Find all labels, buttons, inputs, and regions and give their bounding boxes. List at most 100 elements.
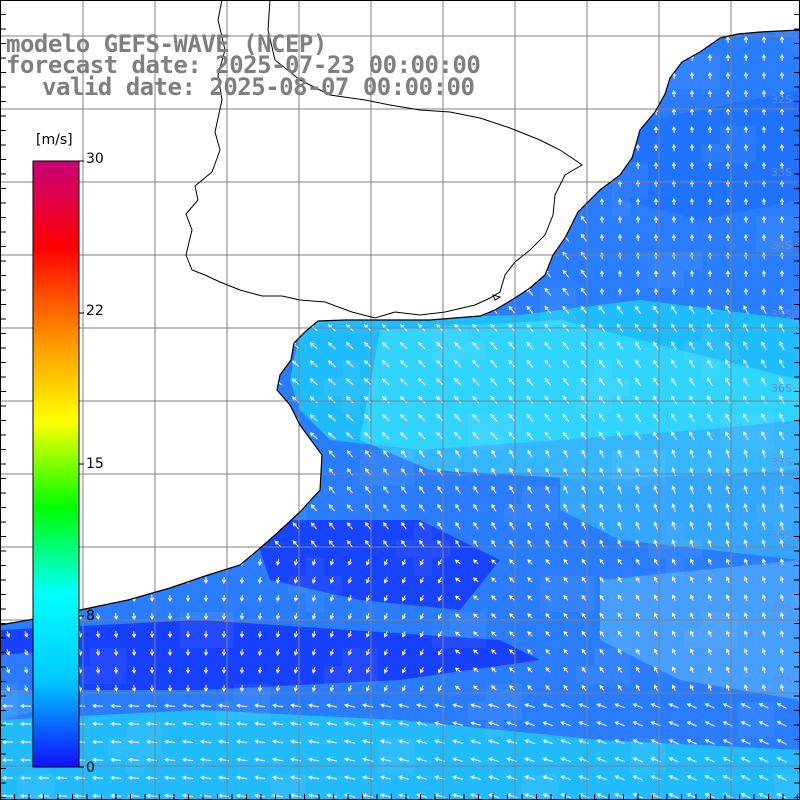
wind-arrow — [436, 252, 444, 260]
wind-arrow — [93, 415, 103, 421]
coastline-main — [0, 29, 800, 626]
wind-arrow — [272, 703, 283, 708]
wind-arrow — [470, 721, 481, 726]
wind-arrow — [544, 377, 552, 386]
wind-arrow — [562, 359, 570, 368]
wind-arrow — [488, 703, 499, 708]
wind-arrow — [776, 775, 787, 781]
wind-arrow — [725, 431, 731, 441]
wind-arrow — [473, 503, 479, 512]
wind-arrow — [686, 757, 697, 763]
wind-arrow — [653, 521, 658, 530]
wind-arrow — [707, 395, 713, 405]
wind-arrow — [310, 450, 317, 458]
wind-arrow — [384, 613, 388, 620]
wind-arrow — [779, 161, 785, 170]
wind-arrow — [111, 397, 121, 403]
wind-arrow — [21, 379, 31, 385]
wind-arrow — [402, 595, 406, 602]
wind-arrow — [129, 415, 139, 421]
wind-arrow — [725, 521, 730, 530]
wind-arrow — [707, 53, 713, 62]
wind-arrow — [634, 431, 642, 440]
wind-arrow — [758, 757, 769, 763]
wind-arrow — [21, 289, 31, 295]
wind-arrow — [599, 143, 605, 152]
wind-arrow — [203, 666, 209, 675]
wind-arrow — [491, 667, 497, 673]
wind-arrow — [237, 342, 246, 350]
wind-arrow — [580, 287, 588, 296]
wind-arrow — [708, 666, 712, 673]
colorbar-tick-22: 22 — [86, 303, 104, 319]
wind-arrow — [779, 594, 784, 602]
wind-arrow — [454, 143, 462, 152]
wind-arrow — [21, 271, 31, 277]
wind-arrow — [598, 431, 606, 440]
wind-arrow — [165, 378, 174, 385]
wind-arrow — [437, 667, 442, 674]
wind-arrow — [91, 721, 104, 727]
wind-arrow — [524, 775, 535, 781]
wind-arrow — [327, 288, 336, 296]
wind-arrow — [347, 595, 352, 602]
wind-arrow — [452, 775, 463, 780]
wind-arrow — [542, 757, 553, 763]
wind-arrow — [131, 558, 137, 567]
wind-arrow — [758, 793, 769, 799]
wind-arrow — [93, 397, 103, 403]
wind-arrow — [454, 341, 462, 350]
wind-arrow — [255, 198, 264, 206]
wind-arrow — [599, 35, 605, 44]
wind-arrow — [418, 234, 426, 242]
wind-arrow — [761, 395, 767, 405]
wind-arrow — [580, 305, 588, 314]
wind-arrow — [398, 739, 410, 744]
wind-arrow — [563, 558, 569, 565]
wind-arrow — [309, 360, 318, 368]
wind-arrow — [275, 594, 281, 602]
wind-arrow — [201, 396, 210, 404]
wind-arrow — [201, 288, 210, 296]
wind-arrow — [599, 197, 605, 206]
wind-arrow — [580, 395, 588, 404]
wind-arrow — [562, 161, 570, 170]
latitude-label: 40S — [771, 674, 792, 687]
wind-arrow — [670, 431, 677, 441]
wind-arrow — [686, 793, 697, 799]
wind-arrow — [472, 595, 479, 601]
wind-arrow — [689, 233, 695, 242]
wind-arrow — [291, 360, 300, 368]
wind-arrow — [237, 252, 246, 260]
wind-arrow — [743, 449, 748, 458]
wind-arrow — [418, 270, 426, 278]
wind-arrow — [725, 449, 730, 458]
wind-arrow — [257, 558, 263, 567]
wind-arrow — [508, 413, 516, 422]
wind-arrow — [490, 413, 498, 422]
colorbar-tick-15: 15 — [86, 456, 104, 472]
wind-arrow — [167, 648, 173, 657]
wind-arrow — [366, 595, 370, 602]
wind-arrow — [237, 270, 246, 278]
wind-arrow — [6, 559, 10, 566]
wind-arrow — [149, 630, 155, 639]
wind-arrow — [113, 648, 119, 657]
wind-arrow — [363, 144, 372, 152]
wind-arrow — [452, 757, 463, 762]
wind-arrow — [776, 721, 787, 727]
wind-arrow — [743, 594, 748, 601]
wind-arrow — [635, 503, 640, 512]
wind-arrow — [508, 89, 516, 98]
wind-arrow — [617, 666, 623, 673]
wind-arrow — [672, 576, 676, 583]
wind-arrow — [726, 558, 730, 565]
wind-arrow — [726, 576, 730, 583]
wind-arrow — [181, 739, 194, 744]
wind-arrow — [635, 648, 641, 655]
wind-arrow — [165, 252, 174, 259]
wind-arrow — [21, 217, 31, 223]
wind-arrow — [562, 89, 570, 98]
wind-arrow — [508, 305, 516, 314]
wind-arrow — [6, 685, 10, 692]
